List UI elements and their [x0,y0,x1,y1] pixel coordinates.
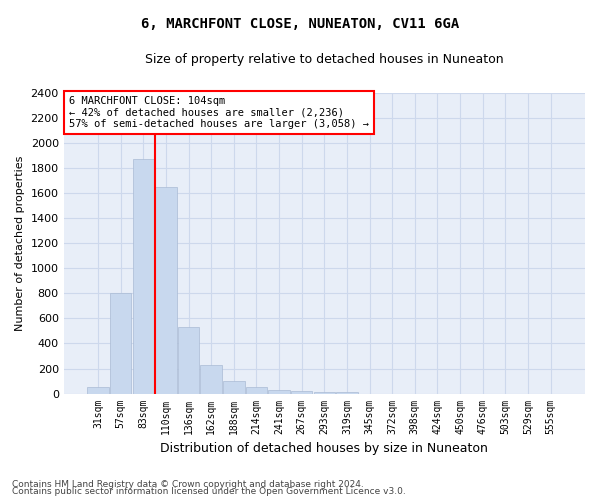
Bar [88,388,109,394]
Bar [246,388,267,394]
Y-axis label: Number of detached properties: Number of detached properties [15,156,25,331]
Bar [336,392,358,394]
Text: Contains public sector information licensed under the Open Government Licence v3: Contains public sector information licen… [12,488,406,496]
Bar [133,160,154,394]
X-axis label: Distribution of detached houses by size in Nuneaton: Distribution of detached houses by size … [160,442,488,455]
Bar [291,391,313,394]
Bar [200,365,222,394]
Bar [268,390,290,394]
Text: Contains HM Land Registry data © Crown copyright and database right 2024.: Contains HM Land Registry data © Crown c… [12,480,364,489]
Text: 6, MARCHFONT CLOSE, NUNEATON, CV11 6GA: 6, MARCHFONT CLOSE, NUNEATON, CV11 6GA [141,18,459,32]
Bar [314,392,335,394]
Bar [178,327,199,394]
Text: 6 MARCHFONT CLOSE: 104sqm
← 42% of detached houses are smaller (2,236)
57% of se: 6 MARCHFONT CLOSE: 104sqm ← 42% of detac… [69,96,369,130]
Bar [223,381,245,394]
Title: Size of property relative to detached houses in Nuneaton: Size of property relative to detached ho… [145,52,503,66]
Bar [155,187,177,394]
Bar [110,294,131,394]
